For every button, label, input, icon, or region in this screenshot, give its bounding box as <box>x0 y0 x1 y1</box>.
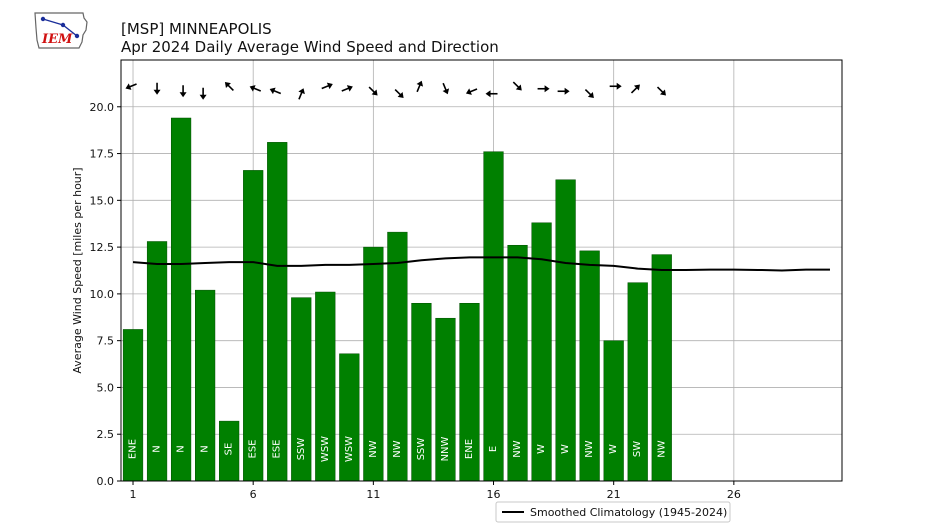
bar-day-16 <box>483 151 504 482</box>
y-tick-label: 15.0 <box>90 194 115 207</box>
bar-day-21 <box>603 340 624 482</box>
x-tick-label: 16 <box>487 488 501 501</box>
wind-arrow-head <box>199 94 207 100</box>
direction-label: W <box>608 444 619 454</box>
direction-label: NW <box>656 440 667 457</box>
x-tick-label: 21 <box>607 488 621 501</box>
direction-label: SE <box>224 443 235 456</box>
direction-label: ENE <box>464 439 475 459</box>
wind-arrow-head <box>544 85 550 93</box>
iem-logo: IEM <box>33 10 89 56</box>
x-tick-label: 26 <box>727 488 741 501</box>
direction-label: NW <box>392 440 403 457</box>
bar-day-3 <box>170 117 192 482</box>
wind-arrow-head <box>249 85 256 92</box>
wind-arrow-head <box>416 80 424 87</box>
wind-arrow-head <box>397 91 404 98</box>
direction-label: ESE <box>248 440 259 459</box>
direction-label: NW <box>584 440 595 457</box>
y-tick-label: 17.5 <box>90 148 115 161</box>
y-tick-label: 10.0 <box>90 288 115 301</box>
x-tick-label: 11 <box>366 488 380 501</box>
direction-label: NW <box>512 440 523 457</box>
wind-arrow-head <box>659 89 666 96</box>
wind-arrow-head <box>371 89 378 96</box>
wind-arrow-head <box>587 91 594 98</box>
direction-label: SSW <box>296 438 307 461</box>
direction-label: ESE <box>272 440 283 459</box>
y-tick-label: 12.5 <box>90 241 115 254</box>
y-tick-label: 20.0 <box>90 101 115 114</box>
wind-arrow-head <box>616 82 622 90</box>
wind-arrow-head <box>485 90 491 98</box>
direction-label: NNW <box>440 436 451 461</box>
wind-arrow-head <box>515 84 522 91</box>
x-tick-label: 1 <box>130 488 137 501</box>
climatology-line <box>132 256 830 272</box>
direction-label: E <box>488 446 499 452</box>
direction-label: SSW <box>416 438 427 461</box>
wind-arrow-head <box>269 87 276 95</box>
direction-label: WSW <box>320 436 331 462</box>
wind-arrow-head <box>564 87 570 95</box>
direction-label: N <box>176 445 187 452</box>
y-tick-label: 5.0 <box>97 381 115 394</box>
chart-subtitle: Apr 2024 Daily Average Wind Speed and Di… <box>121 38 499 56</box>
wind-arrow-head <box>298 88 305 95</box>
direction-label: W <box>536 444 547 454</box>
wind-arrow-head <box>125 83 132 90</box>
bar-day-18 <box>531 222 552 482</box>
wind-arrow-head <box>633 84 640 91</box>
direction-label: ENE <box>128 439 139 459</box>
bar-day-7 <box>267 142 288 482</box>
direction-label: N <box>152 445 163 452</box>
direction-label: WSW <box>344 436 355 462</box>
bar-day-6 <box>243 170 264 482</box>
direction-label: SW <box>632 441 643 457</box>
legend-label: Smoothed Climatology (1945-2024) <box>530 506 727 519</box>
chart-title: [MSP] MINNEAPOLIS <box>121 20 272 38</box>
bar-day-19 <box>555 179 576 482</box>
wind-arrow-head <box>465 88 472 95</box>
wind-arrow-head <box>346 85 353 92</box>
wind-arrow-head <box>153 89 161 95</box>
wind-arrow-head <box>326 82 333 90</box>
y-tick-label: 2.5 <box>97 428 115 441</box>
y-tick-label: 7.5 <box>97 335 115 348</box>
wind-arrow-head <box>224 82 231 89</box>
direction-label: NW <box>368 440 379 457</box>
bar-day-2 <box>146 241 168 482</box>
x-tick-label: 6 <box>250 488 257 501</box>
wind-arrow-head <box>442 88 450 95</box>
y-tick-label: 0.0 <box>97 475 115 488</box>
iem-logo-text: IEM <box>41 32 73 47</box>
wind-arrow-head <box>179 92 187 98</box>
y-axis-label: Average Wind Speed [miles per hour] <box>71 167 84 373</box>
direction-label: N <box>200 445 211 452</box>
plot-frame <box>120 59 843 482</box>
legend-box <box>495 501 731 523</box>
direction-label: W <box>560 444 571 454</box>
